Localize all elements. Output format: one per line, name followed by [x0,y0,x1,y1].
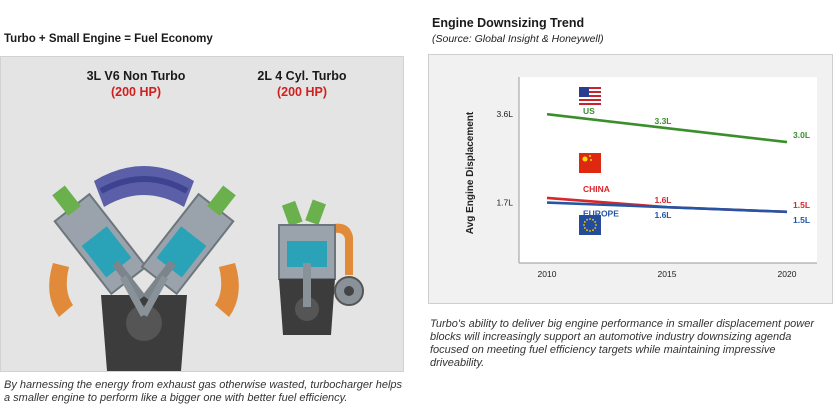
engine-illustration-panel: 3L V6 Non Turbo (200 HP) 2L 4 Cyl. Turbo… [0,56,404,372]
engine-a-label: 3L V6 Non Turbo (200 HP) [71,69,201,99]
left-caption: By harnessing the energy from exhaust ga… [4,379,403,404]
x-tick-label: 2020 [778,269,797,279]
turbo-engine-illustration [278,199,364,335]
data-label: 1.6L [654,195,671,205]
y-axis-label: Avg Engine Displacement [465,111,476,234]
chart-title: Engine Downsizing Trend [432,16,585,30]
right-caption: Turbo's ability to deliver big engine pe… [430,318,815,369]
engine-b-label: 2L 4 Cyl. Turbo (200 HP) [237,69,367,99]
data-label: 3.0L [793,130,810,140]
engine-downsizing-chart: Avg Engine Displacement 1.7L 3.6L 2010 201… [465,77,817,279]
series-europe: 1.6L 1.5L EUROPE [546,201,810,235]
data-label: 1.5L [793,215,810,225]
plot-area [519,77,817,263]
engine-a-name: 3L V6 Non Turbo [86,69,186,83]
y-tick-label: 1.7L [496,198,513,208]
us-flag [579,87,601,107]
series-name-label: CHINA [583,184,610,194]
y-tick-label: 3.6L [496,109,513,119]
x-tick-label: 2015 [658,269,677,279]
data-label: 1.5L [793,200,810,210]
data-label: 3.3L [654,116,671,126]
eu-flag [579,215,601,235]
v6-engine-illustration [49,166,239,371]
chart-subtitle: (Source: Global Insight & Honeywell) [432,33,604,45]
engine-a-hp: (200 HP) [110,85,162,99]
series-name-label: EUROPE [583,209,619,219]
engine-b-name: 2L 4 Cyl. Turbo [257,69,347,83]
engine-b-hp: (200 HP) [276,85,328,99]
left-title: Turbo + Small Engine = Fuel Economy [4,33,213,45]
data-label: 1.6L [654,210,671,220]
china-flag [579,153,601,173]
chart-panel: Avg Engine Displacement 1.7L 3.6L 2010 201… [428,54,833,304]
x-tick-label: 2010 [538,269,557,279]
series-name-label: US [583,106,595,116]
series-us: 3.3L 3.0L US [546,87,810,144]
